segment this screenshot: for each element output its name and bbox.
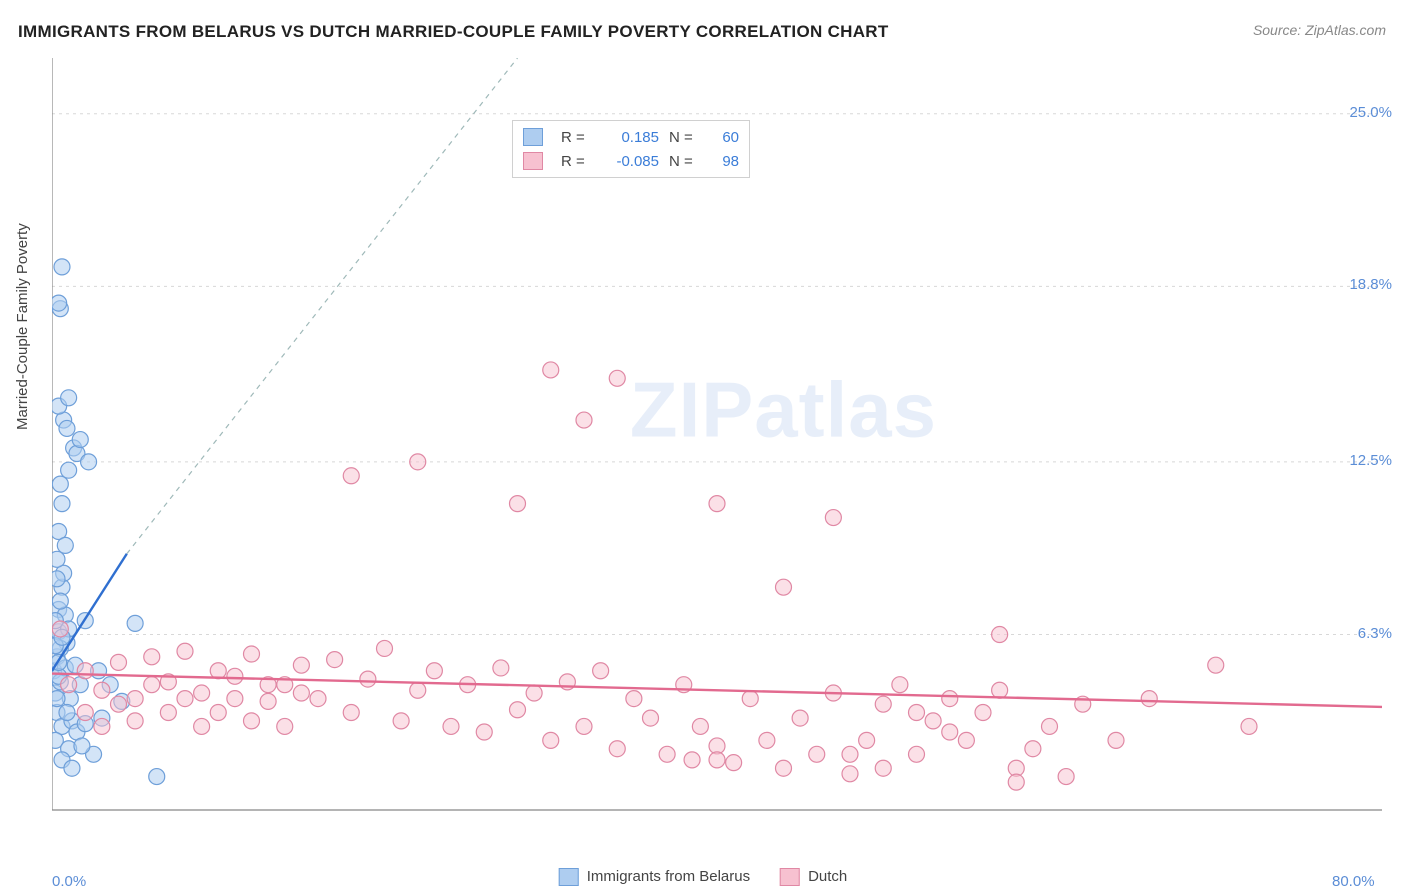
chart-title: IMMIGRANTS FROM BELARUS VS DUTCH MARRIED… [18, 22, 889, 42]
x-tick-label: 80.0% [1332, 873, 1375, 890]
correlation-legend: R = 0.185 N = 60 R = -0.085 N = 98 [512, 120, 750, 178]
legend-swatch [780, 868, 800, 886]
r-label: R = [561, 129, 589, 146]
y-tick-label: 12.5% [1349, 452, 1392, 469]
corr-swatch [523, 152, 543, 170]
legend-swatch [559, 868, 579, 886]
r-value: -0.085 [599, 153, 659, 170]
y-tick-label: 18.8% [1349, 276, 1392, 293]
r-value: 0.185 [599, 129, 659, 146]
corr-row-belarus: R = 0.185 N = 60 [523, 125, 739, 149]
n-label: N = [669, 129, 697, 146]
n-value: 98 [707, 153, 739, 170]
source-attribution: Source: ZipAtlas.com [1253, 22, 1386, 38]
legend-label: Dutch [808, 868, 847, 885]
legend-item-dutch: Dutch [780, 868, 847, 886]
n-label: N = [669, 153, 697, 170]
corr-swatch [523, 128, 543, 146]
source-label: Source: [1253, 22, 1301, 38]
legend-label: Immigrants from Belarus [587, 868, 750, 885]
chart-container: IMMIGRANTS FROM BELARUS VS DUTCH MARRIED… [0, 0, 1406, 892]
corr-row-dutch: R = -0.085 N = 98 [523, 149, 739, 173]
series-legend: Immigrants from Belarus Dutch [559, 868, 848, 886]
r-label: R = [561, 153, 589, 170]
y-tick-label: 25.0% [1349, 104, 1392, 121]
n-value: 60 [707, 129, 739, 146]
y-tick-label: 6.3% [1358, 625, 1392, 642]
source-value: ZipAtlas.com [1305, 22, 1386, 38]
legend-item-belarus: Immigrants from Belarus [559, 868, 750, 886]
chart-area: ZIPatlas R = 0.185 N = 60 R = -0.085 N =… [52, 58, 1382, 840]
y-axis-label: Married-Couple Family Poverty [14, 223, 31, 430]
x-tick-label: 0.0% [52, 873, 86, 890]
